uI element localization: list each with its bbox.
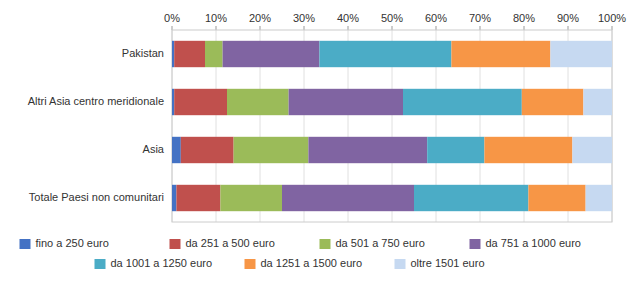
- bar-segment: [181, 137, 234, 163]
- legend-item: fino a 250 euro: [20, 237, 109, 249]
- legend-swatch: [470, 239, 481, 249]
- legend-label: da 501 a 750 euro: [336, 237, 425, 249]
- chart: 0% 10% 20% 30% 40% 50% 60% 70% 80% 90% 100% Totale …: [0, 0, 627, 291]
- bar-segment: [174, 41, 205, 67]
- tick-mark: [260, 26, 261, 30]
- bar-segment: [308, 137, 427, 163]
- tick-mark: [568, 26, 569, 30]
- legend-label: fino a 250 euro: [36, 237, 109, 249]
- x-axis: 0% 10% 20% 30% 40% 50% 60% 70% 80% 90% 100%: [164, 12, 626, 30]
- legend-label: oltre 1501 euro: [411, 257, 485, 269]
- bar-segment: [586, 185, 612, 211]
- tick-mark: [612, 26, 613, 30]
- tick-label: 50%: [381, 12, 403, 24]
- tick-mark: [172, 26, 173, 30]
- bars: [172, 41, 612, 211]
- bar-segment: [234, 137, 309, 163]
- plot-frame: [172, 30, 612, 222]
- tick-mark: [436, 26, 437, 30]
- bar-segment: [176, 185, 220, 211]
- legend-label: da 251 a 500 euro: [186, 237, 275, 249]
- legend-item: da 1001 a 1250 euro: [95, 257, 213, 269]
- bar-segment: [172, 137, 181, 163]
- category-label: Asia: [143, 143, 165, 155]
- bar-segment: [227, 89, 289, 115]
- bar-segment: [319, 41, 451, 67]
- bar-segment: [484, 137, 572, 163]
- tick-label: 80%: [513, 12, 535, 24]
- legend-label: da 1001 a 1250 euro: [111, 257, 213, 269]
- tick-mark: [392, 26, 393, 30]
- bar-segment: [451, 41, 550, 67]
- tick-mark: [216, 26, 217, 30]
- bar-segment: [528, 185, 585, 211]
- legend-swatch: [20, 239, 31, 249]
- tick-label: 40%: [337, 12, 359, 24]
- tick-mark: [348, 26, 349, 30]
- y-axis: Totale Paesi non comunitari Asia Altri Asi…: [28, 47, 165, 203]
- bar-segment: [172, 89, 174, 115]
- tick-label: 30%: [293, 12, 315, 24]
- tick-mark: [304, 26, 305, 30]
- bar-segment: [583, 89, 612, 115]
- bar-segment: [282, 185, 414, 211]
- tick-label: 60%: [425, 12, 447, 24]
- tick-mark: [480, 26, 481, 30]
- legend-label: da 1251 a 1500 euro: [261, 257, 363, 269]
- bar-segment: [220, 185, 282, 211]
- legend-item: oltre 1501 euro: [395, 257, 485, 269]
- bar-segment: [289, 89, 403, 115]
- tick-label: 70%: [469, 12, 491, 24]
- bar-segment: [414, 185, 528, 211]
- tick-label: 90%: [557, 12, 579, 24]
- bar-segment: [205, 41, 223, 67]
- legend-swatch: [320, 239, 331, 249]
- bar-segment: [427, 137, 484, 163]
- legend-item: da 751 a 1000 euro: [470, 237, 581, 249]
- category-label: Pakistan: [122, 47, 164, 59]
- category-label: Altri Asia centro meridionale: [28, 95, 164, 107]
- bar-segment: [403, 89, 522, 115]
- legend-swatch: [170, 239, 181, 249]
- bar-segment: [550, 41, 612, 67]
- legend: fino a 250 euro da 251 a 500 euro da 501 a…: [20, 237, 581, 269]
- tick-label: 0%: [164, 12, 180, 24]
- legend-item: da 1251 a 1500 euro: [245, 257, 363, 269]
- legend-item: da 501 a 750 euro: [320, 237, 425, 249]
- tick-label: 10%: [205, 12, 227, 24]
- bar-segment: [172, 185, 176, 211]
- bar-segment: [174, 89, 227, 115]
- tick-label: 100%: [598, 12, 626, 24]
- legend-swatch: [95, 259, 106, 269]
- legend-swatch: [395, 259, 406, 269]
- bar-segment: [522, 89, 584, 115]
- tick-mark: [524, 26, 525, 30]
- bar-segment: [172, 41, 174, 67]
- legend-swatch: [245, 259, 256, 269]
- bar-segment: [223, 41, 320, 67]
- tick-label: 20%: [249, 12, 271, 24]
- grid: [172, 30, 612, 222]
- bar-segment: [572, 137, 612, 163]
- category-label: Totale Paesi non comunitari: [29, 191, 164, 203]
- legend-label: da 751 a 1000 euro: [486, 237, 581, 249]
- legend-item: da 251 a 500 euro: [170, 237, 275, 249]
